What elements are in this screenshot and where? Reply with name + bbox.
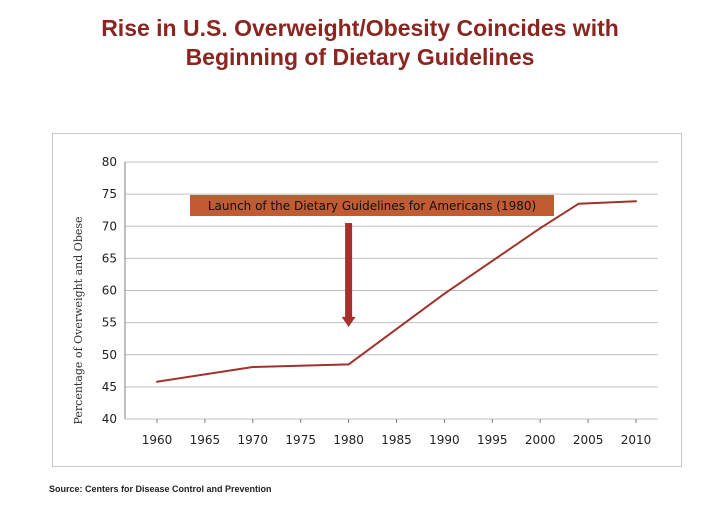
- x-tick-label: 1965: [190, 433, 221, 447]
- x-tick-label: 1990: [429, 433, 460, 447]
- title-line-1: Rise in U.S. Overweight/Obesity Coincide…: [101, 15, 619, 41]
- data-point: [251, 365, 254, 368]
- data-point: [635, 200, 637, 203]
- data-point: [347, 363, 350, 366]
- title-line-2: Beginning of Dietary Guidelines: [185, 44, 535, 70]
- data-point: [443, 292, 446, 295]
- annotation-box: [190, 195, 554, 216]
- x-tick-label: 1980: [333, 433, 364, 447]
- annotation-arrow-shaft: [345, 223, 353, 318]
- y-axis-label: Percentage of Overweight and Obese: [72, 216, 85, 424]
- x-tick-label: 1970: [238, 433, 269, 447]
- y-tick-label: 45: [102, 380, 117, 394]
- chart-title: Rise in U.S. Overweight/Obesity Coincide…: [0, 14, 720, 72]
- grid-layer: [125, 161, 658, 420]
- series-layer: [156, 200, 637, 383]
- annotation-arrow-head: [341, 316, 356, 327]
- x-tick-label: 1960: [142, 433, 173, 447]
- chart-frame: [52, 133, 682, 467]
- x-tick-label: 2000: [525, 433, 556, 447]
- annotation-layer: Launch of the Dietary Guidelines for Ame…: [190, 195, 554, 327]
- x-tick-label: 1985: [381, 433, 412, 447]
- axis-layer: 40 45 50 55 60 65 70 75 80 1960 1965 1970 1975 1980 19…: [72, 155, 651, 447]
- x-tick-label: 2010: [621, 433, 652, 447]
- data-point: [539, 227, 542, 230]
- x-tick-label: 1995: [477, 433, 508, 447]
- y-tick-label: 65: [102, 251, 117, 265]
- x-tick-label: 2005: [573, 433, 604, 447]
- y-tick-label: 50: [102, 348, 117, 362]
- x-tick-label: 1975: [285, 433, 316, 447]
- y-tick-label: 75: [102, 187, 117, 201]
- y-tick-label: 80: [102, 155, 117, 169]
- source-note: Source: Centers for Disease Control and …: [49, 484, 272, 494]
- y-tick-label: 40: [102, 412, 117, 426]
- y-tick-label: 70: [102, 219, 117, 233]
- y-tick-label: 60: [102, 284, 117, 298]
- y-tick-label: 55: [102, 316, 117, 330]
- data-point: [577, 202, 580, 205]
- data-point: [156, 380, 158, 383]
- annotation-text: Launch of the Dietary Guidelines for Ame…: [208, 199, 536, 213]
